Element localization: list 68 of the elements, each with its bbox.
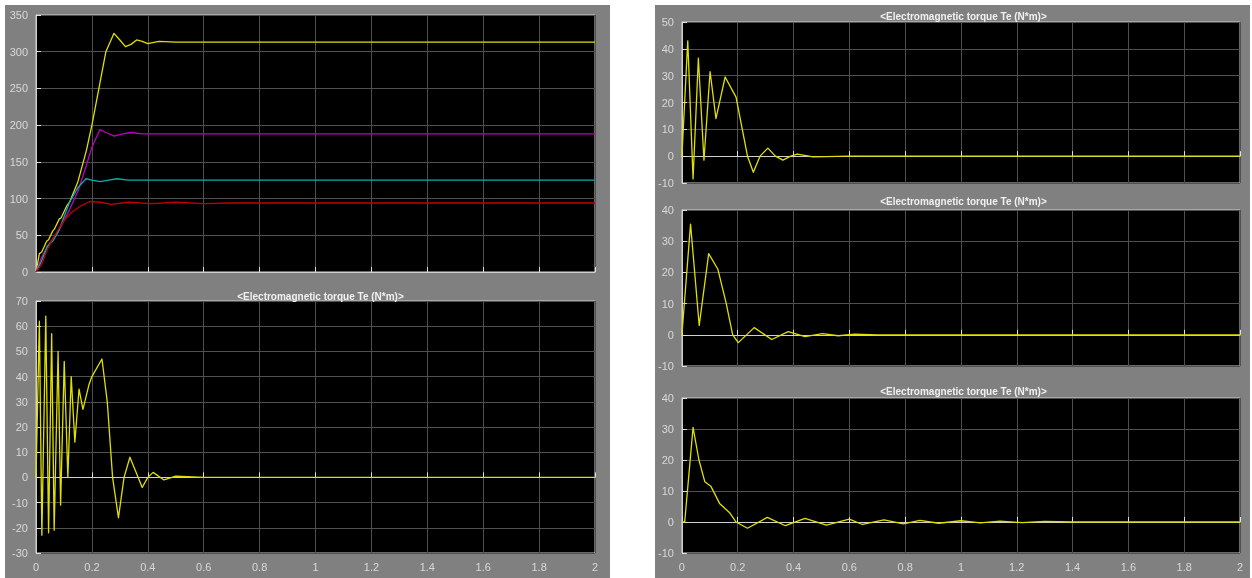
x-tick-label: 1.4: [1064, 560, 1081, 573]
y-tick-label: -30: [12, 547, 28, 559]
y-tick-label: 350: [9, 9, 28, 21]
y-tick-label: 250: [9, 82, 28, 95]
y-tick-label: 20: [661, 96, 674, 109]
y-tick-label: 0: [667, 150, 674, 163]
y-tick-label: 10: [661, 123, 674, 136]
x-tick-label: 1.4: [419, 560, 435, 573]
y-tick-label: 0: [667, 516, 674, 528]
y-tick-label: 10: [15, 446, 28, 459]
x-tick-label: 0.8: [897, 560, 913, 573]
x-tick-label: 1.2: [363, 560, 380, 573]
y-tick-label: 50: [15, 229, 28, 242]
y-tick-label: 150: [9, 155, 28, 168]
x-tick-label: 0: [678, 560, 685, 573]
y-tick-label: 30: [661, 235, 674, 248]
y-tick-label: 300: [9, 45, 28, 58]
y-tick-label: 30: [661, 69, 674, 82]
chart-title: <Electromagnetic torque Te (N*m)>: [880, 195, 1047, 207]
y-tick-label: 30: [661, 423, 674, 435]
x-tick-label: 2: [1236, 560, 1244, 573]
y-tick-label: 40: [15, 370, 28, 383]
y-tick-label: -10: [657, 547, 674, 559]
x-tick-label: 1: [312, 560, 319, 573]
x-tick-label: 0.4: [140, 560, 156, 573]
y-tick-label: -10: [657, 360, 674, 372]
y-tick-label: 20: [661, 266, 674, 279]
y-tick-label: 10: [661, 485, 674, 497]
y-tick-label: 40: [661, 42, 674, 55]
chart-title: <Electromagnetic torque Te (N*m)>: [880, 10, 1047, 22]
x-tick-label: 0.6: [196, 560, 212, 573]
x-tick-label: 1.2: [1009, 560, 1025, 573]
y-tick-label: 200: [9, 119, 28, 132]
y-tick-label: 20: [661, 454, 674, 466]
x-tick-label: 0.2: [730, 560, 746, 573]
x-tick-label: 1.6: [475, 560, 491, 573]
y-tick-label: 10: [661, 297, 674, 310]
x-tick-label: 2: [591, 560, 599, 573]
y-tick-label: 100: [9, 192, 28, 205]
y-tick-label: 70: [15, 295, 28, 307]
x-tick-label: 0.8: [251, 560, 268, 573]
y-tick-label: -10: [657, 177, 674, 189]
line-series: [35, 315, 596, 537]
line-series: [681, 40, 1241, 180]
y-tick-label: -20: [12, 521, 28, 534]
y-tick-label: 50: [661, 16, 674, 28]
x-tick-label: 0.2: [84, 560, 100, 573]
y-tick-label: 0: [21, 266, 28, 278]
y-tick-label: 0: [667, 328, 674, 341]
y-tick-label: 40: [661, 204, 674, 216]
y-tick-label: 30: [15, 395, 28, 408]
y-tick-label: 60: [15, 320, 28, 333]
x-tick-label: 0: [32, 560, 40, 573]
x-tick-label: 1.8: [1176, 560, 1192, 573]
line-series: [681, 426, 1241, 529]
y-tick-label: -10: [12, 496, 28, 509]
chart-title: <Electromagnetic torque Te (N*m)>: [880, 385, 1047, 397]
x-tick-label: 1.8: [531, 560, 547, 573]
x-tick-label: 1: [957, 560, 965, 573]
chart-title: <Electromagnetic torque Te (N*m)>: [237, 290, 404, 302]
y-tick-label: 0: [21, 471, 28, 484]
y-tick-label: 50: [15, 345, 28, 358]
x-tick-label: 1.6: [1120, 560, 1137, 573]
line-series: [681, 223, 1241, 344]
y-tick-label: 40: [661, 392, 674, 404]
x-tick-label: 0.4: [785, 560, 802, 573]
y-tick-label: 20: [15, 421, 28, 433]
x-tick-label: 0.6: [841, 560, 857, 573]
